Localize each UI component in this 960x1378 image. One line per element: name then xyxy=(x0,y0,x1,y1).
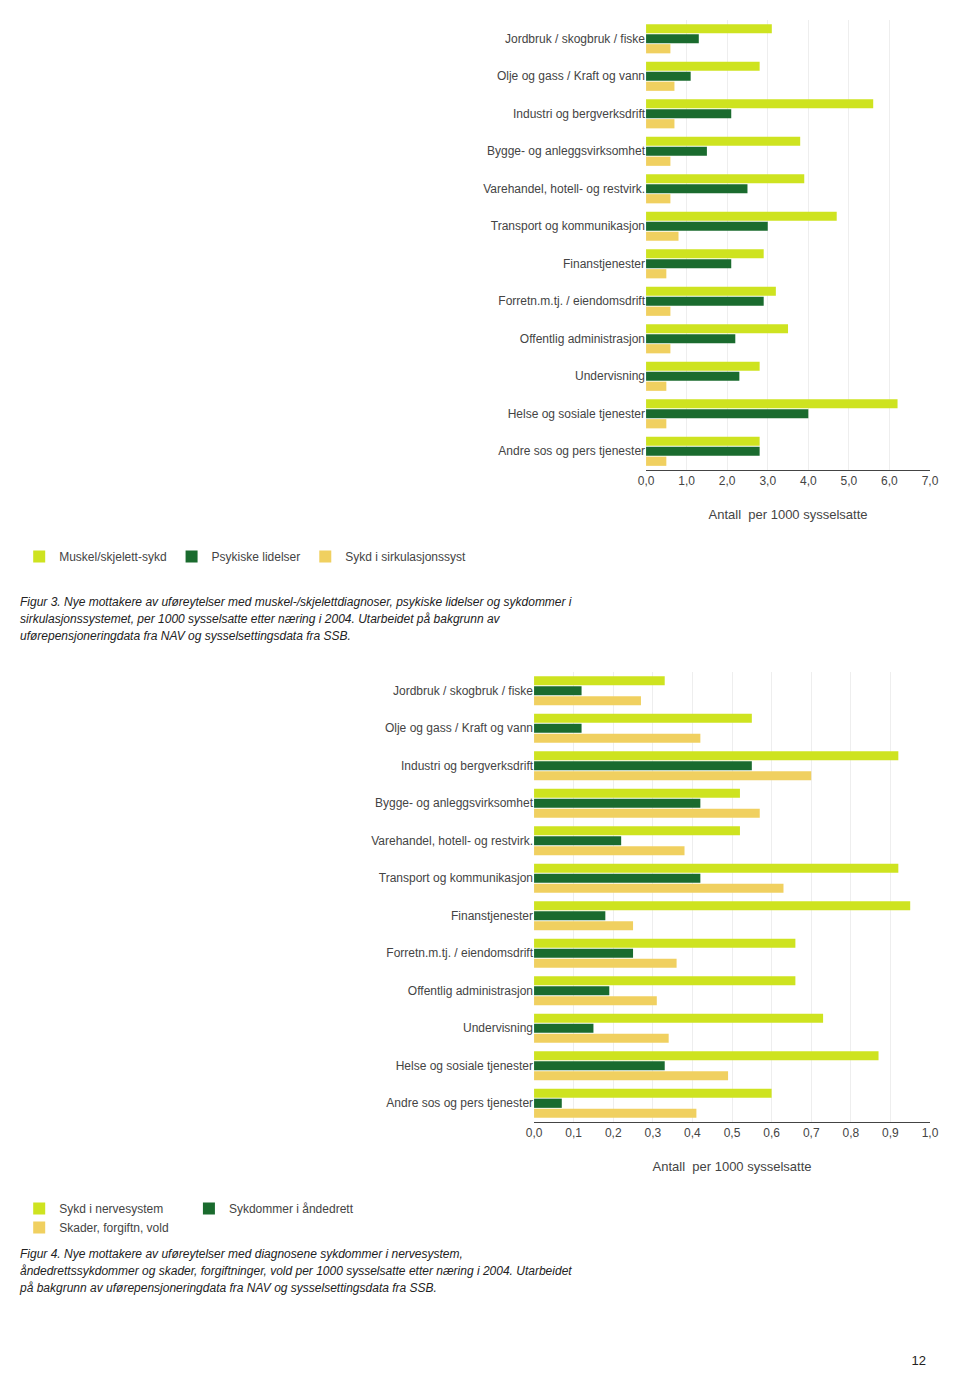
svg-text:Psykiske lidelser: Psykiske lidelser xyxy=(212,550,301,564)
svg-text:Offentlig administrasjon: Offentlig administrasjon xyxy=(520,332,645,346)
svg-text:0,0: 0,0 xyxy=(526,1126,543,1140)
svg-text:5,0: 5,0 xyxy=(841,474,858,488)
svg-text:Transport og kommunikasjon: Transport og kommunikasjon xyxy=(379,871,533,885)
svg-text:Varehandel, hotell- og restvir: Varehandel, hotell- og restvirk. xyxy=(483,182,645,196)
svg-text:0,7: 0,7 xyxy=(803,1126,820,1140)
html-text:sirkulasjonssystemet, per 1000: sirkulasjonssystemet, per 1000 sysselsat… xyxy=(20,612,500,626)
svg-text:Varehandel, hotell- og restvir: Varehandel, hotell- og restvirk. xyxy=(371,834,533,848)
svg-text:0,9: 0,9 xyxy=(882,1126,899,1140)
svg-text:Industri og bergverksdrift: Industri og bergverksdrift xyxy=(513,107,646,121)
svg-text:Undervisning: Undervisning xyxy=(575,369,645,383)
svg-text:Antall per 1000 sysselsatte: Antall per 1000 sysselsatte xyxy=(709,507,868,522)
svg-text:0,6: 0,6 xyxy=(763,1126,780,1140)
svg-text:4,0: 4,0 xyxy=(800,474,817,488)
svg-text:Finanstjenester: Finanstjenester xyxy=(451,909,533,923)
svg-text:Jordbruk / skogbruk / fiske: Jordbruk / skogbruk / fiske xyxy=(393,684,533,698)
svg-text:Helse og sosiale tjenester: Helse og sosiale tjenester xyxy=(396,1059,533,1073)
html-text:på bakgrunn av uførepensjoneri: på bakgrunn av uførepensjoneringdata fra… xyxy=(20,1281,437,1295)
html-text:12: 12 xyxy=(911,1353,926,1368)
svg-text:Forretn.m.tj. / eiendomsdrift: Forretn.m.tj. / eiendomsdrift xyxy=(386,946,533,960)
svg-text:Offentlig administrasjon: Offentlig administrasjon xyxy=(408,984,533,998)
svg-text:Skader, forgiftn, vold: Skader, forgiftn, vold xyxy=(59,1221,168,1235)
svg-text:Antall per 1000 sysselsatte: Antall per 1000 sysselsatte xyxy=(653,1159,812,1174)
svg-text:6,0: 6,0 xyxy=(881,474,898,488)
svg-text:2,0: 2,0 xyxy=(719,474,736,488)
svg-text:Andre sos og pers tjenester: Andre sos og pers tjenester xyxy=(386,1096,533,1110)
svg-text:Forretn.m.tj. / eiendomsdrift: Forretn.m.tj. / eiendomsdrift xyxy=(498,294,645,308)
svg-text:Sykd i nervesystem: Sykd i nervesystem xyxy=(59,1202,163,1216)
svg-text:Muskel/skjelett-sykd: Muskel/skjelett-sykd xyxy=(59,550,166,564)
svg-text:0,5: 0,5 xyxy=(724,1126,741,1140)
svg-text:Bygge- og anleggsvirksomhet: Bygge- og anleggsvirksomhet xyxy=(375,796,534,810)
svg-text:Andre sos og pers tjenester: Andre sos og pers tjenester xyxy=(498,444,645,458)
svg-text:Helse og sosiale tjenester: Helse og sosiale tjenester xyxy=(508,407,645,421)
html-text:Figur 4. Nye mottakere av ufør: Figur 4. Nye mottakere av uføreytelser m… xyxy=(20,1247,463,1261)
svg-text:Finanstjenester: Finanstjenester xyxy=(563,257,645,271)
svg-text:Transport og kommunikasjon: Transport og kommunikasjon xyxy=(491,219,645,233)
svg-text:1,0: 1,0 xyxy=(678,474,695,488)
html-text:åndedrettssykdommer og skader,: åndedrettssykdommer og skader, forgiftni… xyxy=(20,1264,572,1278)
svg-text:Jordbruk / skogbruk / fiske: Jordbruk / skogbruk / fiske xyxy=(505,32,645,46)
svg-text:0,4: 0,4 xyxy=(684,1126,701,1140)
svg-text:0,1: 0,1 xyxy=(565,1126,582,1140)
svg-text:Olje og gass / Kraft og vann: Olje og gass / Kraft og vann xyxy=(497,69,645,83)
svg-text:0,0: 0,0 xyxy=(638,474,655,488)
svg-text:Sykd i sirkulasjonssyst: Sykd i sirkulasjonssyst xyxy=(345,550,466,564)
html-text:Figur 3. Nye mottakere av ufør: Figur 3. Nye mottakere av uføreytelser m… xyxy=(20,595,572,609)
svg-text:0,8: 0,8 xyxy=(842,1126,859,1140)
svg-text:Industri og bergverksdrift: Industri og bergverksdrift xyxy=(401,759,534,773)
svg-text:Bygge- og anleggsvirksomhet: Bygge- og anleggsvirksomhet xyxy=(487,144,646,158)
svg-text:Sykdommer i åndedrett: Sykdommer i åndedrett xyxy=(229,1202,354,1216)
svg-text:7,0: 7,0 xyxy=(922,474,939,488)
html-text:uførepensjoneringdata fra NAV: uførepensjoneringdata fra NAV og syssels… xyxy=(20,629,351,643)
svg-text:1,0: 1,0 xyxy=(922,1126,939,1140)
svg-text:0,2: 0,2 xyxy=(605,1126,622,1140)
svg-text:3,0: 3,0 xyxy=(759,474,776,488)
svg-text:0,3: 0,3 xyxy=(644,1126,661,1140)
svg-text:Olje og gass / Kraft og vann: Olje og gass / Kraft og vann xyxy=(385,721,533,735)
svg-text:Undervisning: Undervisning xyxy=(463,1021,533,1035)
